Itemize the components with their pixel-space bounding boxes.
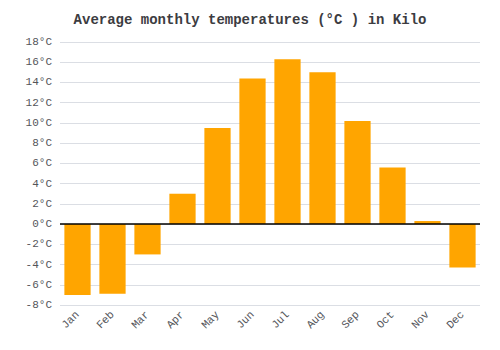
svg-text:Dec: Dec <box>444 309 466 331</box>
svg-text:Jun: Jun <box>234 309 256 331</box>
svg-text:12°C: 12°C <box>26 97 53 109</box>
svg-text:Oct: Oct <box>374 309 396 331</box>
svg-text:Sep: Sep <box>339 309 361 331</box>
svg-text:0°C: 0°C <box>32 218 52 230</box>
svg-text:2°C: 2°C <box>32 198 52 210</box>
svg-text:18°C: 18°C <box>26 36 53 48</box>
svg-text:10°C: 10°C <box>26 117 53 129</box>
svg-text:16°C: 16°C <box>26 56 53 68</box>
svg-text:Mar: Mar <box>129 309 151 331</box>
svg-text:Feb: Feb <box>94 309 116 331</box>
svg-text:Jan: Jan <box>59 309 81 331</box>
svg-text:May: May <box>199 308 222 331</box>
svg-text:Average monthly temperatures (: Average monthly temperatures (°C ) in Ki… <box>74 12 427 28</box>
svg-text:-2°C: -2°C <box>26 238 53 250</box>
svg-text:-8°C: -8°C <box>26 299 53 311</box>
svg-text:Aug: Aug <box>304 309 326 331</box>
svg-text:Apr: Apr <box>164 309 186 331</box>
svg-text:4°C: 4°C <box>32 178 52 190</box>
svg-text:6°C: 6°C <box>32 157 52 169</box>
svg-text:-6°C: -6°C <box>26 279 53 291</box>
svg-text:8°C: 8°C <box>32 137 52 149</box>
svg-text:Jul: Jul <box>269 309 291 331</box>
svg-text:-4°C: -4°C <box>26 259 53 271</box>
svg-text:14°C: 14°C <box>26 76 53 88</box>
svg-text:Nov: Nov <box>409 308 432 331</box>
